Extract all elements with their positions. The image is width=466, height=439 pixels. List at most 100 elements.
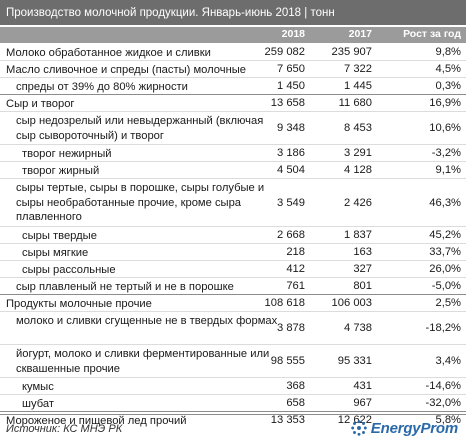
page-title: Производство молочной продукции. Январь-… bbox=[0, 0, 466, 25]
value-2017: 1 837 bbox=[344, 229, 372, 241]
table-row: Масло сливочное и спреды (пасты) молочны… bbox=[0, 61, 466, 78]
value-growth: 10,6% bbox=[429, 122, 461, 134]
value-growth: -18,2% bbox=[425, 322, 461, 334]
value-2017: 4 738 bbox=[344, 322, 372, 334]
value-growth: 0,3% bbox=[435, 80, 462, 92]
value-growth: 46,3% bbox=[429, 197, 461, 209]
value-2018: 368 bbox=[286, 380, 305, 392]
value-2017: 327 bbox=[353, 263, 372, 275]
value-2018: 658 bbox=[286, 397, 305, 409]
source-note: Источник: КС МНЭ РК bbox=[6, 423, 123, 435]
value-2018: 4 504 bbox=[277, 164, 305, 176]
value-2017: 431 bbox=[353, 380, 372, 392]
value-2018: 412 bbox=[286, 263, 305, 275]
row-label: Молоко обработанное жидкое и сливки bbox=[6, 47, 211, 59]
row-label: сыры рассольные bbox=[22, 264, 116, 276]
value-2018: 3 549 bbox=[277, 197, 305, 209]
value-growth: -5,0% bbox=[431, 280, 461, 292]
value-2018: 9 348 bbox=[277, 122, 305, 134]
value-growth: 9,1% bbox=[435, 164, 462, 176]
value-2017: 7 322 bbox=[344, 63, 372, 75]
value-2017: 11 680 bbox=[338, 97, 372, 109]
value-growth: 3,4% bbox=[435, 355, 462, 367]
value-2018: 13 658 bbox=[270, 97, 305, 109]
value-2017: 8 453 bbox=[344, 122, 372, 134]
table-row: шубат 658 967 -32,0% bbox=[0, 395, 466, 412]
value-growth: 4,5% bbox=[435, 63, 462, 75]
row-label: сыр недозрелый или невыдержанный (включа… bbox=[16, 115, 264, 142]
value-growth: -3,2% bbox=[431, 147, 461, 159]
row-label: Сыр и творог bbox=[6, 98, 75, 110]
value-growth: 5,8% bbox=[435, 414, 462, 426]
row-label: Масло сливочное и спреды (пасты) молочны… bbox=[6, 64, 247, 76]
table-row: сыры рассольные 412 327 26,0% bbox=[0, 261, 466, 278]
table-row: сыр плавленый не тертый и не в порошке 7… bbox=[0, 278, 466, 295]
row-label: Продукты молочные прочие bbox=[6, 298, 152, 310]
value-2018: 108 618 bbox=[264, 297, 305, 309]
row-label: молоко и сливки сгущенные не в твердых ф… bbox=[16, 315, 278, 327]
energyprom-logo: EnergyProm bbox=[350, 419, 458, 437]
value-growth: 16,9% bbox=[429, 97, 461, 109]
logo-text: EnergyProm bbox=[370, 419, 458, 437]
value-2017: 3 291 bbox=[344, 147, 372, 159]
value-2017: 967 bbox=[353, 397, 372, 409]
header-growth: Рост за год bbox=[403, 28, 461, 40]
value-2018: 13 353 bbox=[270, 414, 305, 426]
row-label: творог нежирный bbox=[22, 148, 112, 160]
row-label: йогурт, молоко и сливки ферментированные… bbox=[16, 348, 270, 375]
value-growth: -32,0% bbox=[425, 397, 461, 409]
row-label: сыры твердые bbox=[22, 230, 97, 242]
footer: Источник: КС МНЭ РК EnergyProm bbox=[0, 414, 466, 439]
table-row: творог жирный 4 504 4 128 9,1% bbox=[0, 162, 466, 179]
value-2018: 7 650 bbox=[277, 63, 305, 75]
value-2017: 163 bbox=[353, 246, 372, 258]
value-growth: 26,0% bbox=[429, 263, 461, 275]
value-2017: 801 bbox=[353, 280, 372, 292]
row-label: Мороженое и пищевой лед прочий bbox=[6, 415, 187, 427]
header-2017: 2017 bbox=[348, 28, 372, 40]
value-2017: 4 128 bbox=[344, 164, 372, 176]
row-label: шубат bbox=[22, 398, 54, 410]
table-row: кумыс 368 431 -14,6% bbox=[0, 378, 466, 395]
value-2017: 2 426 bbox=[344, 197, 372, 209]
table-row: сыры мягкие 218 163 33,7% bbox=[0, 244, 466, 261]
table-row: Мороженое и пищевой лед прочий 13 353 12… bbox=[0, 412, 466, 429]
value-2017: 95 331 bbox=[337, 355, 372, 367]
value-growth: 45,2% bbox=[429, 229, 461, 241]
value-2018: 2 668 bbox=[277, 229, 305, 241]
data-table: Молоко обработанное жидкое и сливки 259 … bbox=[0, 44, 466, 429]
value-2017: 106 003 bbox=[331, 297, 372, 309]
table-row: спреды от 39% до 80% жирности 1 450 1 44… bbox=[0, 78, 466, 95]
value-2018: 259 082 bbox=[264, 46, 305, 58]
row-label: сыры тертые, сыры в порошке, сыры голубы… bbox=[16, 182, 265, 224]
value-growth: 33,7% bbox=[429, 246, 461, 258]
table-row: йогурт, молоко и сливки ферментированные… bbox=[0, 345, 466, 378]
value-2018: 3 878 bbox=[277, 322, 305, 334]
value-2018: 98 555 bbox=[270, 355, 305, 367]
value-2017: 1 445 bbox=[344, 80, 372, 92]
table-row: творог нежирный 3 186 3 291 -3,2% bbox=[0, 145, 466, 162]
row-label: сыр плавленый не тертый и не в порошке bbox=[16, 281, 234, 293]
value-2018: 1 450 bbox=[277, 80, 305, 92]
table-header: 2018 2017 Рост за год bbox=[0, 27, 466, 43]
row-label: кумыс bbox=[22, 381, 54, 393]
table-row: Продукты молочные прочие 108 618 106 003… bbox=[0, 295, 466, 312]
value-2018: 761 bbox=[286, 280, 305, 292]
table-row: молоко и сливки сгущенные не в твердых ф… bbox=[0, 312, 466, 345]
value-2017: 235 907 bbox=[331, 46, 372, 58]
table-row: Молоко обработанное жидкое и сливки 259 … bbox=[0, 44, 466, 61]
table-row: сыры тертые, сыры в порошке, сыры голубы… bbox=[0, 179, 466, 227]
header-2018: 2018 bbox=[281, 28, 305, 40]
value-growth: 9,8% bbox=[435, 46, 462, 58]
table-row: Сыр и творог 13 658 11 680 16,9% bbox=[0, 95, 466, 112]
value-2018: 218 bbox=[286, 246, 305, 258]
row-label: творог жирный bbox=[22, 165, 100, 177]
energyprom-logo-icon bbox=[351, 420, 367, 436]
value-growth: -14,6% bbox=[425, 380, 461, 392]
row-label: сыры мягкие bbox=[22, 247, 89, 259]
row-label: спреды от 39% до 80% жирности bbox=[16, 81, 188, 93]
value-growth: 2,5% bbox=[435, 297, 462, 309]
value-2018: 3 186 bbox=[277, 147, 305, 159]
table-row: сыр недозрелый или невыдержанный (включа… bbox=[0, 112, 466, 145]
table-row: сыры твердые 2 668 1 837 45,2% bbox=[0, 227, 466, 244]
